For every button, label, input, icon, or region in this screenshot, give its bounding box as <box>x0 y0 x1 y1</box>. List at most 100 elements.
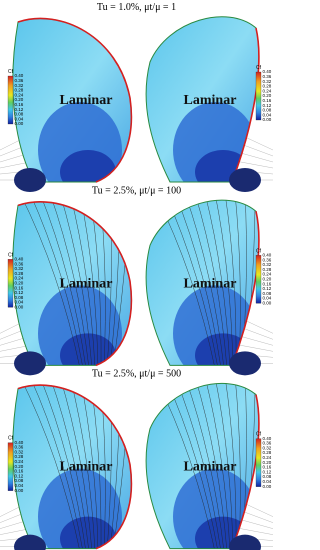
region-label: Laminar <box>184 460 237 475</box>
colorbar-tick: 0.28 <box>263 450 272 455</box>
colorbar-tick: 0.36 <box>15 261 24 266</box>
hub <box>229 168 261 192</box>
colorbar-tick: 0.08 <box>15 295 24 300</box>
colorbar-tick: 0.24 <box>15 276 24 281</box>
leading-edge <box>17 384 133 550</box>
streamline <box>194 200 228 366</box>
colorbar-tick: 0.04 <box>263 112 272 117</box>
colorbar-tick: 0.04 <box>15 116 24 121</box>
colorbar <box>7 75 14 125</box>
streamline <box>69 201 96 366</box>
streamline <box>69 385 96 549</box>
leading-edge <box>17 17 133 183</box>
colorbar-tick: 0.00 <box>15 488 24 493</box>
colorbar-title: Cf <box>8 436 14 442</box>
streamline <box>19 385 81 549</box>
low-cf-core <box>60 516 116 549</box>
streamline <box>224 200 237 366</box>
colorbar-tick: 0.24 <box>263 455 272 460</box>
colorbar-tick: 0.20 <box>15 97 24 102</box>
low-cf-core <box>60 333 116 366</box>
colorbar-tick: 0.24 <box>15 459 24 464</box>
blade-inner <box>19 385 131 549</box>
colorbar-tick: 0.36 <box>15 445 24 450</box>
colorbar-tick: 0.08 <box>263 108 272 113</box>
colorbar-tick: 0.40 <box>15 73 24 78</box>
colorbar-tick: 0.12 <box>263 469 272 474</box>
colorbar <box>7 442 14 491</box>
colorbar-tick: 0.16 <box>263 98 272 103</box>
leading-edge <box>231 394 260 549</box>
colorbar-tick: 0.00 <box>263 301 272 306</box>
colorbar <box>255 438 262 487</box>
colorbar-tick: 0.28 <box>263 84 272 89</box>
panel-title: Tu = 2.5%, μt/μ = 100 <box>92 185 181 196</box>
colorbar-tick: 0.00 <box>263 117 272 122</box>
low-cf-core <box>60 150 116 182</box>
colorbar-tick: 0.32 <box>15 83 24 88</box>
colorbar-tick: 0.16 <box>15 469 24 474</box>
colorbar <box>255 71 262 121</box>
region-label: Laminar <box>60 276 113 291</box>
colorbar-tick: 0.24 <box>15 92 24 97</box>
colorbar-tick: 0.00 <box>15 305 24 310</box>
colorbar <box>7 259 14 308</box>
colorbar-tick: 0.40 <box>263 436 272 441</box>
low-cf-core <box>195 150 251 182</box>
colorbar-tick: 0.40 <box>263 69 272 74</box>
leading-edge <box>231 211 260 366</box>
region-label: Laminar <box>184 93 237 108</box>
low-cf-core <box>195 333 251 366</box>
colorbar-tick: 0.40 <box>263 253 272 258</box>
colorbar-tick: 0.12 <box>263 103 272 108</box>
low-cf-core <box>195 516 251 549</box>
colorbar-tick: 0.36 <box>263 257 272 262</box>
colorbar-tick: 0.16 <box>263 465 272 470</box>
streamline <box>204 383 231 549</box>
streamline <box>194 383 228 549</box>
colorbar-tick: 0.24 <box>263 88 272 93</box>
colorbar-tick: 0.32 <box>263 445 272 450</box>
colorbar-tick: 0.28 <box>263 267 272 272</box>
hub <box>229 351 261 376</box>
colorbar-title: Cf <box>256 432 262 438</box>
colorbar-tick: 0.20 <box>263 277 272 282</box>
colorbar-tick: 0.32 <box>263 79 272 84</box>
colorbar-tick: 0.32 <box>15 266 24 271</box>
streamline <box>39 385 87 549</box>
colorbar-tick: 0.24 <box>263 272 272 277</box>
colorbar-tick: 0.16 <box>15 285 24 290</box>
streamline <box>204 200 231 366</box>
colorbar-tick: 0.20 <box>263 460 272 465</box>
streamline <box>59 201 93 366</box>
colorbar-tick: 0.04 <box>15 300 24 305</box>
colorbar-title: Cf <box>8 69 14 75</box>
streamline <box>174 383 222 549</box>
colorbar-tick: 0.08 <box>263 474 272 479</box>
colorbar-tick: 0.12 <box>15 473 24 478</box>
colorbar-tick: 0.00 <box>15 121 24 126</box>
region-label: Laminar <box>60 460 113 475</box>
colorbar-title: Cf <box>256 248 262 254</box>
colorbar-tick: 0.04 <box>15 483 24 488</box>
colorbar <box>255 255 262 304</box>
low-cf-region <box>38 102 122 182</box>
colorbar-tick: 0.36 <box>263 74 272 79</box>
region-label: Laminar <box>60 93 113 108</box>
streamline <box>214 200 234 366</box>
leading-edge <box>231 27 260 183</box>
colorbar-title: Cf <box>256 65 262 71</box>
colorbar-tick: 0.28 <box>15 454 24 459</box>
colorbar-tick: 0.36 <box>15 78 24 83</box>
streamline <box>174 200 222 366</box>
panel: LaminarCf0.400.360.320.280.240.200.160.1… <box>0 369 273 550</box>
streamline <box>184 200 225 366</box>
streamline <box>184 383 225 549</box>
panel-title: Tu = 1.0%, μt/μ = 1 <box>97 2 176 13</box>
colorbar-title: Cf <box>8 252 14 258</box>
leading-edge <box>17 201 133 367</box>
colorbar-tick: 0.20 <box>15 464 24 469</box>
hub <box>14 351 46 376</box>
colorbar-tick: 0.40 <box>15 440 24 445</box>
hub <box>14 168 46 192</box>
